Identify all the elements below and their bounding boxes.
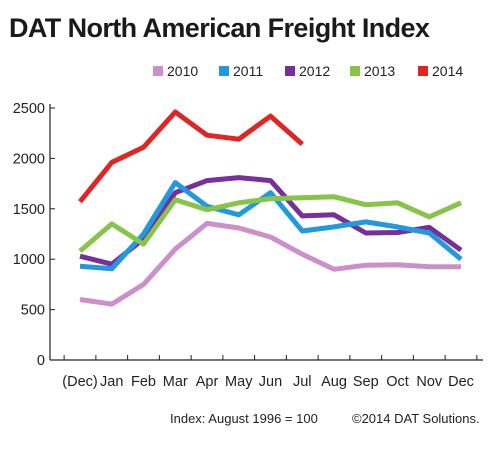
series-line-2011: [79, 180, 463, 272]
legend-swatch-2012: [285, 66, 295, 76]
legend-label-2014: 2014: [432, 63, 463, 79]
x-tick-label-10: Oct: [386, 374, 409, 390]
x-tick-label-3: Mar: [163, 374, 188, 390]
x-tick-label-1: Jan: [100, 374, 123, 390]
y-tick-label-2000: 2000: [13, 151, 45, 167]
series-line-2013: [78, 194, 463, 253]
y-tick-label-1500: 1500: [13, 202, 45, 218]
chart-title: DAT North American Freight Index: [9, 13, 430, 43]
chart-legend: 2010 2011 2012 2013 2014: [153, 63, 463, 79]
legend-label-2010: 2010: [167, 63, 198, 79]
legend-swatch-2011: [219, 66, 229, 76]
x-tick-label-11: Nov: [416, 374, 443, 390]
series-line-2010: [79, 220, 461, 307]
x-tick-label-5: May: [225, 374, 253, 390]
chart-axes: 0 500 1000 1500 2000 2500 (Dec) Jan Feb Mar Apr May…: [13, 101, 483, 390]
y-tick-label-2500: 2500: [13, 101, 45, 117]
series-lines: [78, 109, 463, 307]
legend-label-2013: 2013: [364, 63, 395, 79]
x-tick-label-6: Jun: [259, 374, 282, 390]
x-tick-label-9: Sep: [353, 374, 379, 390]
index-base-note: Index: August 1996 = 100: [170, 411, 318, 426]
legend-label-2011: 2011: [233, 63, 263, 79]
x-tick-label-7: Jul: [293, 374, 312, 390]
copyright-note: ©2014 DAT Solutions.: [352, 411, 480, 426]
series-line-2012: [79, 175, 463, 267]
legend-swatch-2014: [418, 66, 428, 76]
x-tick-label-0: (Dec): [62, 374, 97, 390]
x-tick-label-12: Dec: [448, 374, 474, 390]
x-tick-label-4: Apr: [196, 374, 219, 390]
series-line-2014: [78, 109, 304, 204]
legend-swatch-2013: [350, 66, 360, 76]
y-tick-label-0: 0: [37, 353, 45, 369]
x-tick-label-2: Feb: [131, 374, 156, 390]
y-tick-label-500: 500: [21, 303, 45, 319]
legend-label-2012: 2012: [299, 63, 330, 79]
y-tick-label-1000: 1000: [13, 252, 45, 268]
legend-swatch-2010: [153, 66, 163, 76]
x-tick-label-8: Aug: [321, 374, 347, 390]
